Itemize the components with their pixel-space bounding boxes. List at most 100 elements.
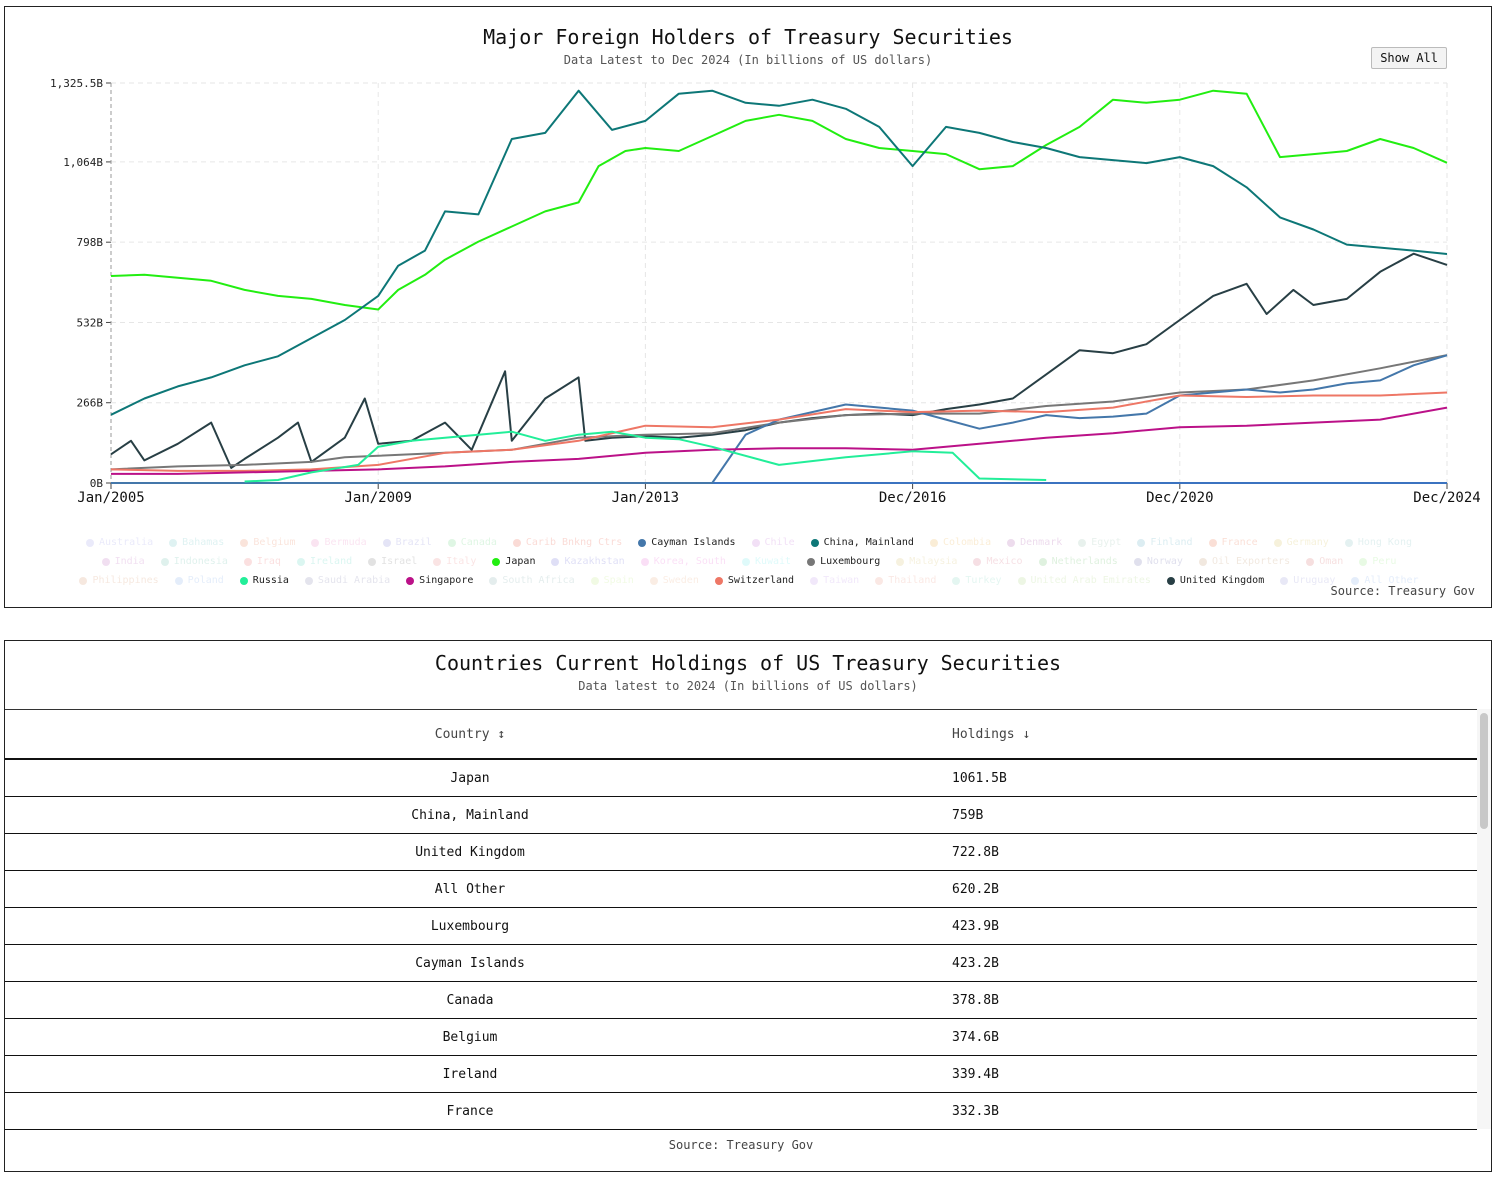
table-scrollbar[interactable] [1480, 713, 1488, 829]
legend-dot-icon [174, 576, 183, 585]
series-line[interactable] [110, 354, 1448, 471]
legend-label: South Africa [502, 575, 575, 586]
series-line[interactable] [110, 89, 1448, 311]
legend-item[interactable]: Saudi Arabia [304, 575, 391, 586]
legend-item[interactable]: United Kingdom [1166, 575, 1265, 586]
legend-item[interactable]: Kazakhstan [551, 556, 625, 567]
holdings-cell: 332.3B [952, 1103, 999, 1119]
legend-dot-icon [1038, 557, 1047, 566]
legend-label: France [1221, 537, 1258, 548]
legend-item[interactable]: Carib Bnkng Ctrs [512, 537, 622, 548]
legend-item[interactable]: Bermuda [311, 537, 367, 548]
legend-label: Peru [1372, 556, 1397, 567]
legend-dot-icon [649, 576, 658, 585]
table-row: Belgium 374.6B [5, 1019, 1477, 1056]
legend-dot-icon [160, 557, 169, 566]
legend-row: India Indonesia Iraq Ireland Israel Italy Japa… [5, 552, 1493, 571]
legend-item[interactable]: Russia [239, 575, 289, 586]
legend-item[interactable]: Korea, South [640, 556, 726, 567]
legend-item[interactable]: Peru [1359, 556, 1396, 567]
legend-item[interactable]: Indonesia [160, 556, 228, 567]
legend-item[interactable]: Denmark [1007, 537, 1062, 548]
country-column-header[interactable]: Country ↕ [434, 726, 506, 742]
legend-label: Philippines [92, 575, 159, 586]
legend-label: All Other [1364, 575, 1419, 586]
legend-label: Poland [187, 575, 224, 586]
holdings-cell: 722.8B [952, 844, 999, 860]
legend-item[interactable]: Bahamas [169, 537, 224, 548]
legend-item[interactable]: South Africa [489, 575, 575, 586]
legend-item[interactable]: Turkey [952, 575, 1002, 586]
series-line[interactable] [244, 430, 1047, 483]
legend-item[interactable]: Mexico [973, 556, 1023, 567]
legend-item[interactable]: Japan [492, 556, 535, 567]
legend-item[interactable]: Canada [447, 537, 497, 548]
legend-item[interactable]: Norway [1133, 556, 1183, 567]
table-row: Canada 378.8B [5, 982, 1477, 1019]
country-cell: Belgium [442, 1029, 498, 1045]
legend-dot-icon [382, 538, 391, 547]
legend-item[interactable]: Netherlands [1038, 556, 1118, 567]
legend-item[interactable]: Belgium [240, 537, 295, 548]
legend-item[interactable]: Luxembourg [807, 556, 880, 567]
legend-label: Sweden [662, 575, 699, 586]
legend-item[interactable]: Australia [85, 537, 153, 548]
legend-item[interactable]: Singapore [406, 575, 473, 586]
legend-dot-icon [1306, 557, 1315, 566]
series-line[interactable] [110, 89, 1448, 416]
legend-item[interactable]: Germany [1273, 537, 1329, 548]
legend-label: Belgium [253, 537, 296, 548]
legend-item[interactable]: India [101, 556, 145, 567]
legend-item[interactable]: Philippines [79, 575, 159, 586]
legend-item[interactable]: Italy [433, 556, 476, 567]
holdings-table: Country ↕ Holdings ↓ Japan 1061.5B China, … [5, 709, 1477, 1130]
legend-item[interactable]: Ireland [296, 556, 352, 567]
legend-label: Mexico [986, 556, 1023, 567]
legend-item[interactable]: Malaysia [896, 556, 957, 567]
legend-item[interactable]: Switzerland [714, 575, 794, 586]
legend-label: Saudi Arabia [317, 575, 391, 586]
legend-item[interactable]: Uruguay [1280, 575, 1335, 586]
legend-label: Russia [252, 575, 289, 586]
x-tick-label: Jan/2013 [612, 490, 679, 506]
legend-label: Bermuda [324, 537, 367, 548]
series-line[interactable] [111, 354, 1448, 484]
holdings-column-header[interactable]: Holdings ↓ [952, 726, 1031, 742]
legend-item[interactable]: Finland [1137, 537, 1193, 548]
series-line[interactable] [111, 406, 1448, 475]
legend-dot-icon [929, 538, 938, 547]
legend-label: United Kingdom [1179, 575, 1265, 586]
legend-item[interactable]: United Arab Emirates [1017, 575, 1151, 586]
legend-item[interactable]: Hong Kong [1344, 537, 1412, 548]
legend-item[interactable]: Egypt [1078, 537, 1121, 548]
legend-item[interactable]: Spain [590, 575, 634, 586]
legend-label: Thailand [888, 575, 937, 586]
legend-item[interactable]: Chile [751, 537, 795, 548]
legend-item[interactable]: Iraq [243, 556, 281, 567]
legend-label: Bahamas [182, 537, 225, 548]
legend-item[interactable]: Taiwan [810, 575, 859, 586]
legend-item[interactable]: Sweden [649, 575, 699, 586]
y-tick-label: 1,064B [63, 156, 103, 169]
x-tick-label: Dec/2024 [1413, 490, 1480, 506]
legend-item[interactable]: China, Mainland [810, 537, 914, 548]
legend-dot-icon [1344, 538, 1353, 547]
chart-panel: Major Foreign Holders of Treasury Securi… [4, 6, 1492, 608]
legend-item[interactable]: Israel [368, 556, 417, 567]
legend-item[interactable]: Brazil [382, 537, 432, 548]
legend-item[interactable]: Oman [1306, 556, 1343, 567]
legend-dot-icon [492, 557, 501, 566]
show-all-button[interactable]: Show All [1371, 47, 1447, 69]
legend-item[interactable]: Colombia [929, 537, 991, 548]
legend-item[interactable]: Oil Exporters [1198, 556, 1290, 567]
legend-item[interactable]: Thailand [875, 575, 936, 586]
legend-dot-icon [1351, 576, 1360, 585]
legend-item[interactable]: Cayman Islands [638, 537, 736, 548]
table-row: Cayman Islands 423.2B [5, 945, 1477, 982]
legend-item[interactable]: Kuwait [741, 556, 791, 567]
x-tick-label: Jan/2009 [344, 490, 411, 506]
legend-item[interactable]: France [1208, 537, 1258, 548]
series-line[interactable] [110, 252, 1448, 469]
legend-item[interactable]: Poland [174, 575, 224, 586]
legend-item[interactable]: All Other [1351, 575, 1419, 586]
